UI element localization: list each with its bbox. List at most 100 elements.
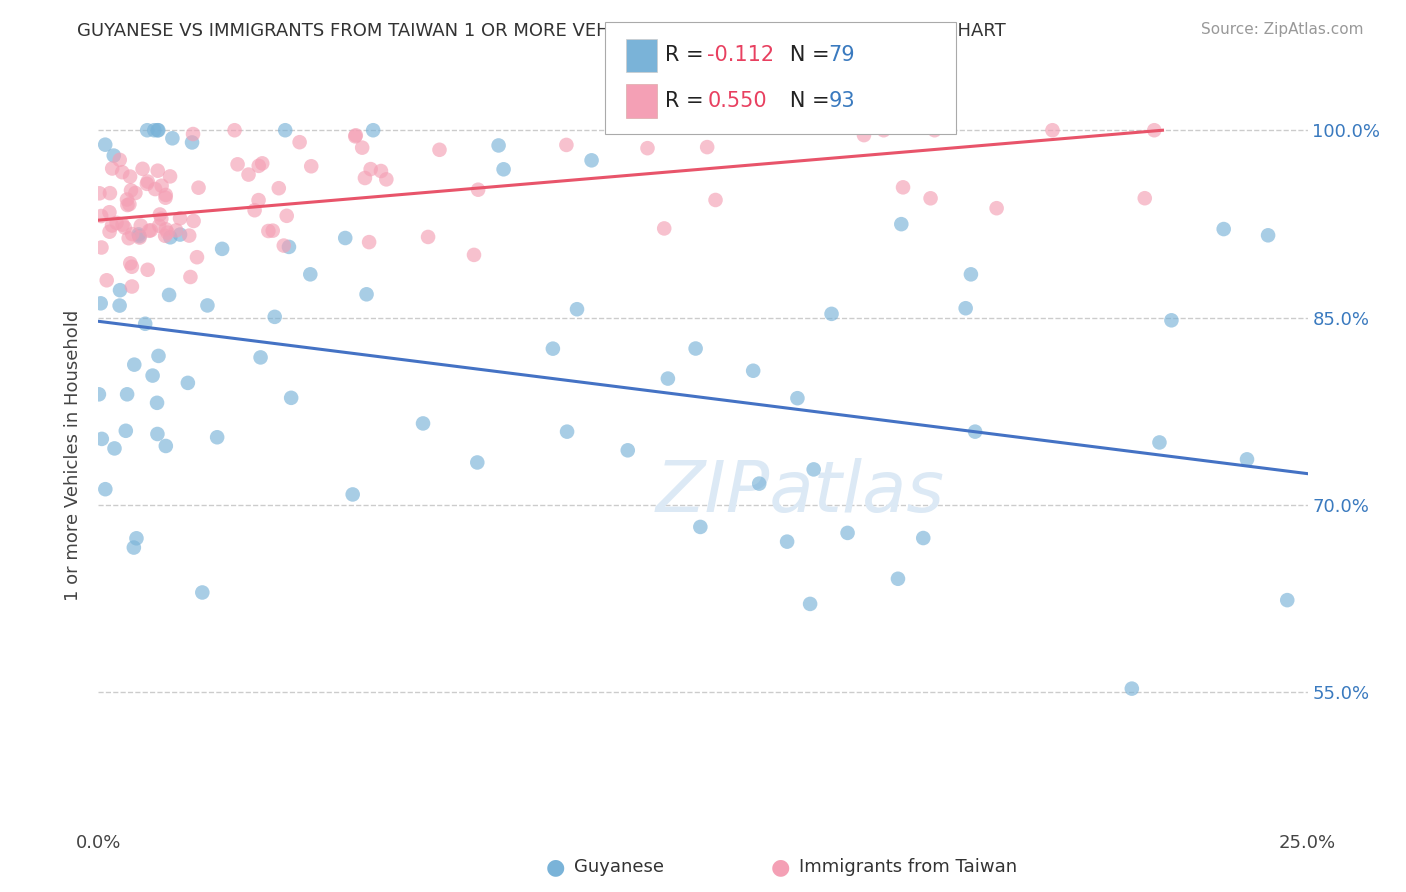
Point: [111, 165, 134, 179]
Point: [492, 162, 515, 177]
Point: [205, 430, 228, 444]
Point: [122, 541, 145, 555]
Point: [120, 256, 142, 270]
Point: [118, 231, 141, 245]
Point: [1212, 222, 1234, 236]
Point: [226, 157, 249, 171]
Point: [280, 391, 302, 405]
Point: [224, 123, 246, 137]
Point: [94, 482, 117, 496]
Y-axis label: 1 or more Vehicles in Household: 1 or more Vehicles in Household: [65, 310, 83, 600]
Point: [555, 137, 578, 152]
Point: [148, 123, 170, 137]
Point: [924, 123, 946, 137]
Point: [98, 205, 121, 219]
Point: [90, 209, 112, 223]
Point: [689, 520, 711, 534]
Point: [873, 123, 896, 137]
Point: [121, 227, 143, 241]
Point: [128, 230, 150, 244]
Point: [267, 181, 290, 195]
Point: [187, 180, 209, 194]
Point: [118, 197, 141, 211]
Text: N =: N =: [770, 45, 837, 65]
Point: [94, 137, 117, 152]
Point: [155, 439, 177, 453]
Text: R =: R =: [665, 45, 710, 65]
Point: [1277, 593, 1299, 607]
Text: -0.112: -0.112: [707, 45, 775, 65]
Point: [136, 123, 159, 137]
Point: [799, 597, 821, 611]
Point: [742, 364, 765, 378]
Point: [920, 191, 942, 205]
Point: [157, 288, 180, 302]
Point: [1143, 123, 1166, 137]
Point: [135, 177, 157, 191]
Point: [128, 227, 150, 242]
Text: Source: ZipAtlas.com: Source: ZipAtlas.com: [1201, 22, 1364, 37]
Point: [121, 279, 143, 293]
Point: [101, 219, 124, 233]
Point: [263, 310, 285, 324]
Point: [129, 219, 152, 233]
Text: 0.550: 0.550: [707, 91, 766, 111]
Point: [412, 417, 434, 431]
Point: [359, 235, 381, 249]
Point: [96, 273, 118, 287]
Text: R =: R =: [665, 91, 710, 111]
Point: [149, 207, 172, 221]
Point: [249, 351, 271, 365]
Point: [555, 425, 578, 439]
Point: [776, 534, 799, 549]
Point: [912, 531, 935, 545]
Point: [138, 224, 160, 238]
Point: [955, 301, 977, 316]
Point: [101, 161, 124, 176]
Point: [191, 585, 214, 599]
Point: [90, 296, 112, 310]
Point: [108, 299, 131, 313]
Point: [354, 171, 377, 186]
Point: [361, 123, 384, 137]
Point: [276, 209, 298, 223]
Point: [852, 128, 875, 142]
Point: [142, 368, 165, 383]
Text: GUYANESE VS IMMIGRANTS FROM TAIWAN 1 OR MORE VEHICLES IN HOUSEHOLD CORRELATION C: GUYANESE VS IMMIGRANTS FROM TAIWAN 1 OR …: [77, 22, 1007, 40]
Point: [134, 317, 156, 331]
Point: [98, 225, 121, 239]
Point: [1160, 313, 1182, 327]
Point: [342, 487, 364, 501]
Point: [90, 240, 112, 254]
Point: [179, 270, 201, 285]
Point: [103, 442, 125, 456]
Point: [120, 183, 142, 197]
Point: [179, 228, 201, 243]
Point: [146, 163, 169, 178]
Point: [87, 387, 110, 401]
Point: [352, 141, 374, 155]
Point: [335, 231, 357, 245]
Point: [463, 248, 485, 262]
Text: 93: 93: [828, 91, 855, 111]
Point: [273, 238, 295, 252]
Point: [891, 180, 914, 194]
Point: [156, 226, 179, 240]
Point: [165, 223, 187, 237]
Point: [125, 531, 148, 545]
Point: [169, 227, 191, 242]
Point: [262, 224, 284, 238]
Point: [803, 462, 825, 476]
Point: [299, 268, 322, 282]
Point: [115, 193, 138, 207]
Point: [162, 131, 184, 145]
Point: [122, 358, 145, 372]
Point: [169, 211, 191, 226]
Point: [120, 169, 142, 184]
Point: [143, 182, 166, 196]
Point: [98, 186, 121, 201]
Point: [375, 172, 398, 186]
Point: [243, 203, 266, 218]
Text: 79: 79: [828, 45, 855, 65]
Point: [360, 162, 382, 177]
